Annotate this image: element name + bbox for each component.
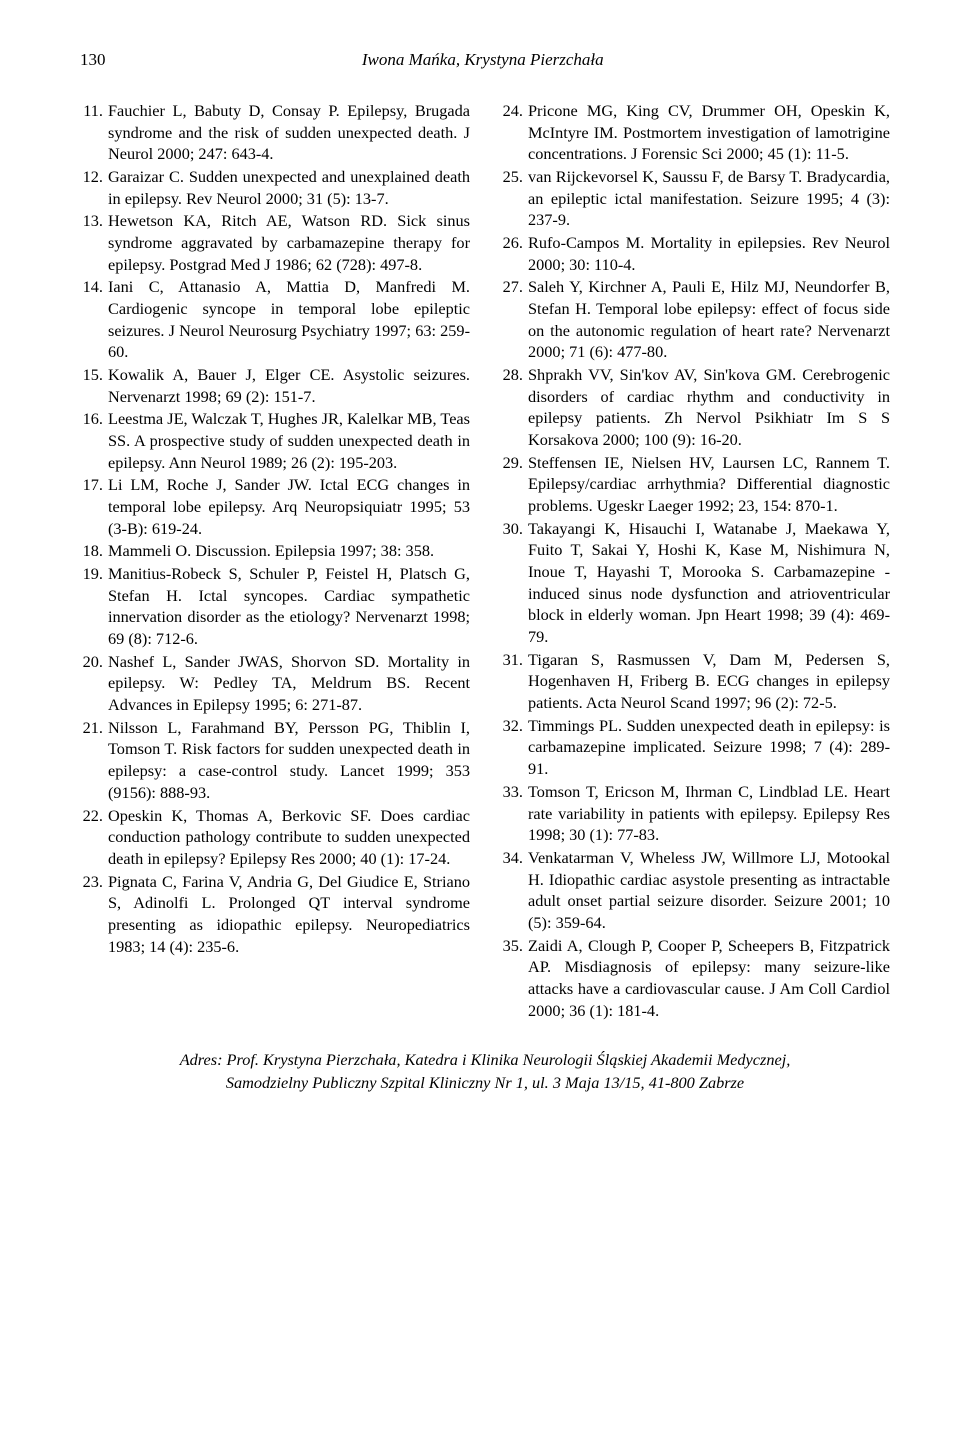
reference-text: Zaidi A, Clough P, Cooper P, Scheepers B… <box>528 935 890 1022</box>
reference-text: Fauchier L, Babuty D, Consay P. Epilepsy… <box>108 100 470 165</box>
reference-text: Mammeli O. Discussion. Epilepsia 1997; 3… <box>108 540 470 562</box>
page-header: 130 Iwona Mańka, Krystyna Pierzchała <box>80 50 890 70</box>
reference-text: Tigaran S, Rasmussen V, Dam M, Pedersen … <box>528 649 890 714</box>
address-block: Adres: Prof. Krystyna Pierzchała, Katedr… <box>80 1049 890 1095</box>
reference-item: 19.Manitius-Robeck S, Schuler P, Feistel… <box>80 563 470 650</box>
reference-text: Pignata C, Farina V, Andria G, Del Giudi… <box>108 871 470 958</box>
references-columns: 11.Fauchier L, Babuty D, Consay P. Epile… <box>80 100 890 1021</box>
reference-item: 20.Nashef L, Sander JWAS, Shorvon SD. Mo… <box>80 651 470 716</box>
reference-number: 30. <box>500 518 528 648</box>
reference-item: 13.Hewetson KA, Ritch AE, Watson RD. Sic… <box>80 210 470 275</box>
reference-number: 17. <box>80 474 108 539</box>
reference-item: 14.Iani C, Attanasio A, Mattia D, Manfre… <box>80 276 470 363</box>
reference-item: 34.Venkatarman V, Wheless JW, Willmore L… <box>500 847 890 934</box>
reference-text: Rufo-Campos M. Mortality in epilepsies. … <box>528 232 890 275</box>
address-line-2: Samodzielny Publiczny Szpital Kliniczny … <box>80 1072 890 1095</box>
reference-number: 31. <box>500 649 528 714</box>
reference-item: 30.Takayangi K, Hisauchi I, Watanabe J, … <box>500 518 890 648</box>
reference-item: 32.Timmings PL. Sudden unexpected death … <box>500 715 890 780</box>
reference-number: 35. <box>500 935 528 1022</box>
reference-text: Shprakh VV, Sin'kov AV, Sin'kova GM. Cer… <box>528 364 890 451</box>
reference-item: 12.Garaizar C. Sudden unexpected and une… <box>80 166 470 209</box>
reference-number: 27. <box>500 276 528 363</box>
page-number: 130 <box>80 50 106 70</box>
reference-item: 31.Tigaran S, Rasmussen V, Dam M, Peders… <box>500 649 890 714</box>
reference-number: 14. <box>80 276 108 363</box>
reference-number: 15. <box>80 364 108 407</box>
reference-text: Steffensen IE, Nielsen HV, Laursen LC, R… <box>528 452 890 517</box>
reference-number: 20. <box>80 651 108 716</box>
reference-number: 24. <box>500 100 528 165</box>
reference-text: Li LM, Roche J, Sander JW. Ictal ECG cha… <box>108 474 470 539</box>
address-line-1: Adres: Prof. Krystyna Pierzchała, Katedr… <box>80 1049 890 1072</box>
reference-item: 29.Steffensen IE, Nielsen HV, Laursen LC… <box>500 452 890 517</box>
reference-item: 24.Pricone MG, King CV, Drummer OH, Opes… <box>500 100 890 165</box>
reference-text: Iani C, Attanasio A, Mattia D, Manfredi … <box>108 276 470 363</box>
reference-item: 11.Fauchier L, Babuty D, Consay P. Epile… <box>80 100 470 165</box>
reference-item: 16.Leestma JE, Walczak T, Hughes JR, Kal… <box>80 408 470 473</box>
reference-number: 28. <box>500 364 528 451</box>
reference-number: 16. <box>80 408 108 473</box>
reference-number: 33. <box>500 781 528 846</box>
reference-item: 15.Kowalik A, Bauer J, Elger CE. Asystol… <box>80 364 470 407</box>
reference-number: 12. <box>80 166 108 209</box>
reference-number: 22. <box>80 805 108 870</box>
reference-number: 21. <box>80 717 108 804</box>
reference-item: 21.Nilsson L, Farahmand BY, Persson PG, … <box>80 717 470 804</box>
reference-number: 11. <box>80 100 108 165</box>
reference-number: 13. <box>80 210 108 275</box>
reference-item: 26.Rufo-Campos M. Mortality in epilepsie… <box>500 232 890 275</box>
reference-item: 35.Zaidi A, Clough P, Cooper P, Scheeper… <box>500 935 890 1022</box>
reference-text: Venkatarman V, Wheless JW, Willmore LJ, … <box>528 847 890 934</box>
reference-text: Garaizar C. Sudden unexpected and unexpl… <box>108 166 470 209</box>
reference-item: 27.Saleh Y, Kirchner A, Pauli E, Hilz MJ… <box>500 276 890 363</box>
reference-text: Opeskin K, Thomas A, Berkovic SF. Does c… <box>108 805 470 870</box>
reference-text: Leestma JE, Walczak T, Hughes JR, Kalelk… <box>108 408 470 473</box>
reference-text: Manitius-Robeck S, Schuler P, Feistel H,… <box>108 563 470 650</box>
reference-text: Kowalik A, Bauer J, Elger CE. Asystolic … <box>108 364 470 407</box>
reference-text: Nilsson L, Farahmand BY, Persson PG, Thi… <box>108 717 470 804</box>
reference-number: 29. <box>500 452 528 517</box>
reference-item: 17.Li LM, Roche J, Sander JW. Ictal ECG … <box>80 474 470 539</box>
reference-number: 23. <box>80 871 108 958</box>
reference-text: Timmings PL. Sudden unexpected death in … <box>528 715 890 780</box>
reference-number: 26. <box>500 232 528 275</box>
reference-text: Tomson T, Ericson M, Ihrman C, Lindblad … <box>528 781 890 846</box>
reference-text: Nashef L, Sander JWAS, Shorvon SD. Morta… <box>108 651 470 716</box>
reference-text: Hewetson KA, Ritch AE, Watson RD. Sick s… <box>108 210 470 275</box>
reference-item: 28.Shprakh VV, Sin'kov AV, Sin'kova GM. … <box>500 364 890 451</box>
reference-item: 33.Tomson T, Ericson M, Ihrman C, Lindbl… <box>500 781 890 846</box>
reference-item: 18.Mammeli O. Discussion. Epilepsia 1997… <box>80 540 470 562</box>
reference-text: Saleh Y, Kirchner A, Pauli E, Hilz MJ, N… <box>528 276 890 363</box>
reference-item: 25.van Rijckevorsel K, Saussu F, de Bars… <box>500 166 890 231</box>
reference-number: 32. <box>500 715 528 780</box>
reference-item: 23.Pignata C, Farina V, Andria G, Del Gi… <box>80 871 470 958</box>
reference-text: van Rijckevorsel K, Saussu F, de Barsy T… <box>528 166 890 231</box>
running-title: Iwona Mańka, Krystyna Pierzchała <box>106 50 861 70</box>
reference-number: 18. <box>80 540 108 562</box>
reference-number: 19. <box>80 563 108 650</box>
reference-number: 34. <box>500 847 528 934</box>
reference-item: 22.Opeskin K, Thomas A, Berkovic SF. Doe… <box>80 805 470 870</box>
reference-text: Pricone MG, King CV, Drummer OH, Opeskin… <box>528 100 890 165</box>
reference-text: Takayangi K, Hisauchi I, Watanabe J, Mae… <box>528 518 890 648</box>
reference-number: 25. <box>500 166 528 231</box>
